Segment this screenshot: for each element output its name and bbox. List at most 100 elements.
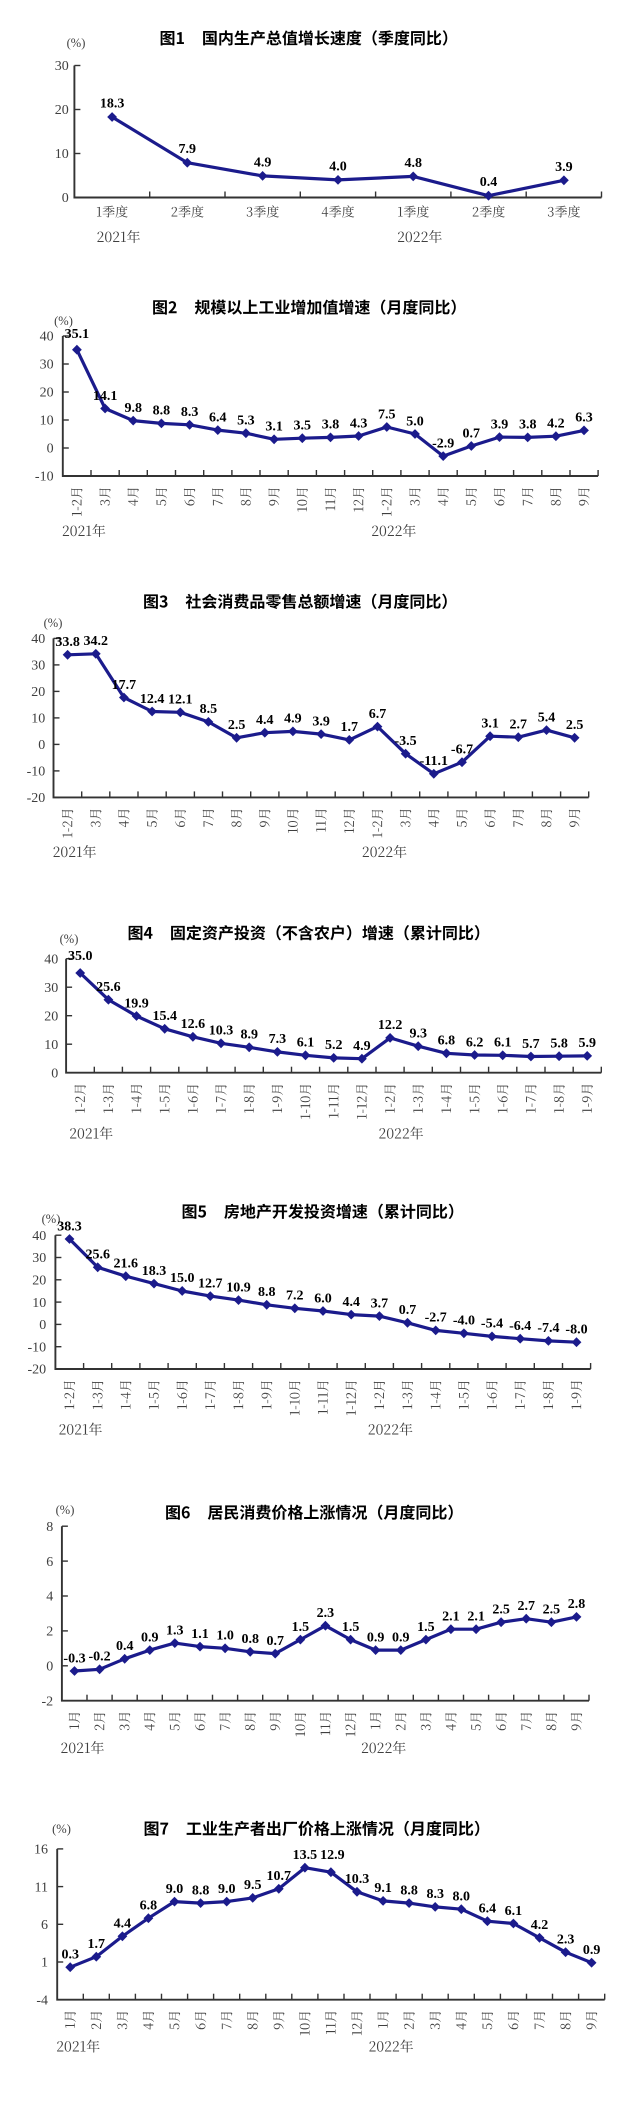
svg-text:9.0: 9.0 — [218, 1882, 236, 1897]
svg-text:5.9: 5.9 — [578, 1036, 596, 1051]
svg-text:30: 30 — [44, 981, 58, 996]
svg-text:12.4: 12.4 — [140, 692, 165, 707]
svg-text:4.2: 4.2 — [547, 417, 565, 432]
svg-text:7.2: 7.2 — [286, 1289, 304, 1304]
svg-text:5.3: 5.3 — [237, 414, 255, 429]
svg-text:-6.4: -6.4 — [509, 1319, 531, 1334]
svg-text:6.8: 6.8 — [140, 1899, 158, 1914]
svg-text:12.6: 12.6 — [181, 1017, 206, 1032]
svg-text:9.8: 9.8 — [124, 401, 142, 416]
svg-text:18.3: 18.3 — [142, 1264, 167, 1279]
svg-text:15.0: 15.0 — [170, 1271, 195, 1286]
svg-text:4.2: 4.2 — [531, 1918, 549, 1933]
svg-text:8: 8 — [46, 1520, 53, 1535]
svg-text:10.3: 10.3 — [209, 1024, 234, 1039]
svg-text:10: 10 — [55, 147, 69, 162]
svg-text:6.3: 6.3 — [575, 411, 593, 426]
svg-text:4.0: 4.0 — [329, 159, 347, 174]
svg-text:-0.3: -0.3 — [63, 1651, 85, 1666]
svg-text:1.7: 1.7 — [341, 720, 359, 735]
svg-text:4.9: 4.9 — [284, 712, 302, 727]
svg-text:4.4: 4.4 — [114, 1917, 132, 1932]
svg-text:0.7: 0.7 — [463, 426, 481, 441]
svg-text:9.1: 9.1 — [374, 1881, 392, 1896]
svg-text:1.5: 1.5 — [292, 1620, 310, 1635]
svg-text:5.8: 5.8 — [550, 1037, 568, 1052]
svg-text:19.9: 19.9 — [124, 996, 149, 1011]
svg-text:(%): (%) — [56, 1503, 75, 1517]
svg-text:0.3: 0.3 — [61, 1948, 79, 1963]
svg-text:5.4: 5.4 — [538, 710, 556, 725]
svg-text:0.4: 0.4 — [116, 1639, 134, 1654]
svg-text:1.1: 1.1 — [191, 1627, 209, 1642]
svg-text:3.8: 3.8 — [519, 418, 537, 433]
svg-text:30: 30 — [55, 59, 69, 74]
svg-text:-20: -20 — [28, 1363, 47, 1378]
svg-text:0: 0 — [39, 1318, 46, 1333]
svg-text:-20: -20 — [27, 791, 46, 806]
svg-text:3.9: 3.9 — [312, 714, 330, 729]
svg-text:7.9: 7.9 — [179, 142, 197, 157]
svg-text:-2: -2 — [42, 1694, 54, 1709]
svg-text:40: 40 — [44, 952, 58, 967]
svg-text:8.9: 8.9 — [240, 1028, 258, 1043]
svg-text:-2.9: -2.9 — [432, 436, 454, 451]
svg-text:30: 30 — [31, 659, 45, 674]
svg-text:0: 0 — [47, 442, 54, 457]
svg-text:6: 6 — [41, 1918, 48, 1933]
svg-text:0.9: 0.9 — [367, 1630, 385, 1645]
svg-text:0: 0 — [46, 1660, 53, 1675]
svg-text:40: 40 — [40, 330, 54, 345]
svg-text:0.9: 0.9 — [141, 1630, 159, 1645]
svg-text:(%): (%) — [54, 314, 73, 328]
svg-text:3.1: 3.1 — [265, 420, 283, 435]
svg-text:9.0: 9.0 — [166, 1882, 184, 1897]
svg-text:-4: -4 — [36, 1993, 48, 2008]
svg-text:35.1: 35.1 — [65, 327, 90, 342]
svg-text:2: 2 — [46, 1625, 53, 1640]
svg-text:7.3: 7.3 — [269, 1032, 287, 1047]
svg-text:-10: -10 — [27, 765, 46, 780]
svg-text:3.9: 3.9 — [555, 160, 573, 175]
svg-text:30: 30 — [40, 358, 54, 373]
svg-text:6.4: 6.4 — [209, 410, 227, 425]
svg-text:30: 30 — [32, 1251, 46, 1266]
svg-text:2.5: 2.5 — [492, 1603, 510, 1618]
svg-text:1.5: 1.5 — [417, 1620, 435, 1635]
svg-text:1.7: 1.7 — [88, 1937, 106, 1952]
svg-text:35.0: 35.0 — [68, 949, 93, 964]
svg-text:2.7: 2.7 — [510, 718, 528, 733]
svg-text:0.7: 0.7 — [399, 1303, 417, 1318]
svg-text:5.0: 5.0 — [406, 414, 424, 429]
svg-text:20: 20 — [32, 1274, 46, 1289]
svg-text:0.9: 0.9 — [392, 1630, 410, 1645]
svg-text:1.5: 1.5 — [342, 1620, 360, 1635]
svg-text:1.3: 1.3 — [166, 1623, 184, 1638]
svg-text:4.4: 4.4 — [256, 713, 274, 728]
svg-text:-0.2: -0.2 — [89, 1650, 111, 1665]
svg-text:8.8: 8.8 — [153, 404, 171, 419]
svg-text:2.5: 2.5 — [228, 718, 246, 733]
svg-text:9.5: 9.5 — [244, 1878, 262, 1893]
svg-text:2.8: 2.8 — [568, 1597, 586, 1612]
svg-text:-10: -10 — [28, 1340, 47, 1355]
svg-text:10: 10 — [40, 414, 54, 429]
svg-text:20: 20 — [55, 103, 69, 118]
svg-text:(%): (%) — [42, 1212, 61, 1226]
svg-text:10.3: 10.3 — [345, 1872, 370, 1887]
svg-text:12.9: 12.9 — [320, 1848, 345, 1863]
svg-text:40: 40 — [32, 1229, 46, 1244]
svg-text:(%): (%) — [60, 932, 79, 946]
svg-text:17.7: 17.7 — [112, 678, 137, 693]
svg-text:10.7: 10.7 — [267, 1869, 292, 1884]
svg-text:-3.5: -3.5 — [395, 734, 417, 749]
svg-text:0.4: 0.4 — [480, 175, 498, 190]
svg-text:8.8: 8.8 — [400, 1883, 418, 1898]
svg-text:6.8: 6.8 — [438, 1034, 456, 1049]
svg-text:2.3: 2.3 — [557, 1933, 575, 1948]
svg-text:1.0: 1.0 — [216, 1629, 234, 1644]
svg-text:4.9: 4.9 — [353, 1039, 371, 1054]
svg-text:8.8: 8.8 — [258, 1285, 276, 1300]
svg-text:-7.4: -7.4 — [537, 1321, 559, 1336]
svg-text:-6.7: -6.7 — [451, 743, 473, 758]
